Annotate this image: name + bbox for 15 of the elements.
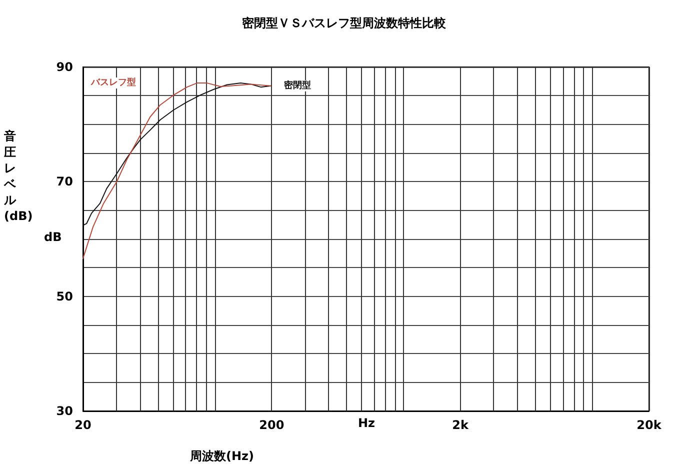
text: dB [44, 230, 62, 244]
x-axis-title: 周波数(Hz) [189, 449, 254, 463]
x-tick-label: 200 [259, 418, 284, 432]
chart-title: 密閉型ＶＳバスレフ型周波数特性比較 [242, 16, 447, 30]
x-tick-label: 20 [74, 418, 92, 432]
y-tick-label: 30 [56, 404, 73, 418]
y-tick-label: 90 [56, 60, 73, 74]
x-tick-label: 2k [452, 418, 470, 432]
text: Hz [358, 416, 376, 430]
y-axis-title: 音圧レベル(dB) [3, 129, 33, 223]
series-label: 密閉型 [284, 80, 311, 91]
x-tick-label: 20k [636, 418, 662, 432]
y-tick-label: 50 [56, 289, 73, 304]
y-tick-label: 70 [56, 174, 73, 189]
text: バスレフ型 [90, 77, 136, 88]
